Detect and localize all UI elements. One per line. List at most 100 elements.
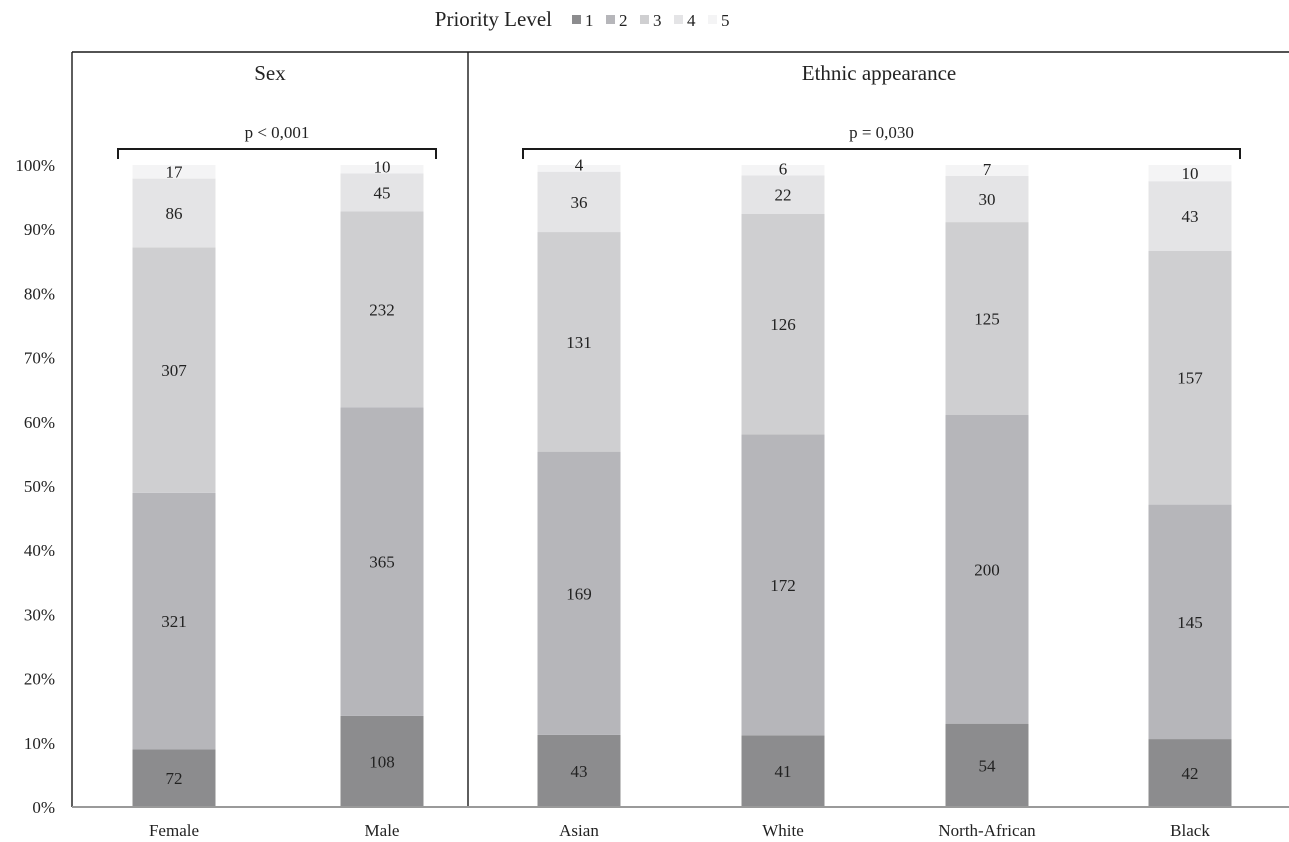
segment-value-label: 72 xyxy=(166,769,183,788)
segment-value-label: 22 xyxy=(775,186,792,205)
bar-segment xyxy=(1148,181,1232,251)
bars: 7232130786171083652324510431691313644117… xyxy=(132,156,1232,807)
y-tick-label: 40% xyxy=(24,541,55,560)
bar-segment xyxy=(945,222,1029,416)
y-tick-label: 60% xyxy=(24,413,55,432)
segment-value-label: 321 xyxy=(161,612,187,631)
bar-segment xyxy=(537,734,621,807)
bar-segment xyxy=(741,434,825,736)
bar-segment xyxy=(340,715,424,807)
bar-segment xyxy=(537,171,621,233)
y-tick-label: 0% xyxy=(32,798,55,817)
bar-segment xyxy=(132,165,216,179)
x-category-label: White xyxy=(762,821,804,840)
bar-segment xyxy=(741,213,825,435)
legend-swatch-1 xyxy=(572,15,581,24)
segment-value-label: 126 xyxy=(770,315,796,334)
group-title: Ethnic appearance xyxy=(802,61,957,85)
segment-value-label: 10 xyxy=(1182,164,1199,183)
legend-label-3: 3 xyxy=(653,11,662,30)
bar-segment xyxy=(945,415,1029,724)
segment-value-label: 365 xyxy=(369,553,395,572)
y-tick-label: 90% xyxy=(24,220,55,239)
segment-value-label: 43 xyxy=(571,762,588,781)
segment-value-label: 43 xyxy=(1182,207,1199,226)
bar-segment xyxy=(132,178,216,248)
segment-value-label: 86 xyxy=(166,204,183,223)
segment-value-label: 145 xyxy=(1177,613,1203,632)
x-category-label: North-African xyxy=(938,821,1036,840)
segment-value-label: 4 xyxy=(575,156,584,175)
bar-segment xyxy=(340,407,424,716)
bar-segment xyxy=(537,165,621,172)
segment-value-label: 172 xyxy=(770,576,796,595)
bar-segment xyxy=(1148,165,1232,182)
y-tick-label: 70% xyxy=(24,349,55,368)
bar-segment xyxy=(741,165,825,176)
legend-label-2: 2 xyxy=(619,11,628,30)
y-tick-label: 20% xyxy=(24,670,55,689)
legend-label-1: 1 xyxy=(585,11,594,30)
segment-value-label: 30 xyxy=(979,190,996,209)
p-value-label: p = 0,030 xyxy=(849,123,914,142)
segment-value-label: 54 xyxy=(979,756,997,775)
legend-swatch-5 xyxy=(708,15,717,24)
y-tick-label: 80% xyxy=(24,284,55,303)
bar-segment xyxy=(741,735,825,807)
x-category-label: Asian xyxy=(559,821,599,840)
significance-bracket xyxy=(522,148,1241,159)
bar-segment xyxy=(945,175,1029,223)
significance-bracket xyxy=(117,148,437,159)
segment-value-label: 131 xyxy=(566,333,592,352)
x-category-label: Female xyxy=(149,821,199,840)
bar-segment xyxy=(945,165,1029,176)
bar-segment xyxy=(340,165,424,174)
segment-value-label: 41 xyxy=(775,762,792,781)
y-tick-label: 100% xyxy=(15,156,55,175)
bar-segment xyxy=(132,749,216,807)
bar-segment xyxy=(132,492,216,750)
legend-swatch-4 xyxy=(674,15,683,24)
bar-segment xyxy=(340,211,424,408)
x-axis: Female Male Asian White North-African Black xyxy=(72,806,1289,840)
segment-value-label: 169 xyxy=(566,584,592,603)
x-category-label: Black xyxy=(1170,821,1210,840)
segment-value-label: 36 xyxy=(571,193,588,212)
legend-label-5: 5 xyxy=(721,11,730,30)
legend-title: Priority Level xyxy=(435,7,552,31)
bar-segment xyxy=(340,173,424,212)
bar-segment xyxy=(1148,250,1232,505)
legend-swatch-2 xyxy=(606,15,615,24)
segment-value-label: 307 xyxy=(161,361,187,380)
segment-value-label: 157 xyxy=(1177,369,1203,388)
bar-segment xyxy=(1148,739,1232,807)
bar-segment xyxy=(945,723,1029,807)
segment-value-label: 10 xyxy=(374,157,391,176)
group-frames: Sex p < 0,001 Ethnic appearance p = 0,030 xyxy=(71,51,1289,807)
segment-value-label: 45 xyxy=(374,183,391,202)
bar-segment xyxy=(537,232,621,452)
bar-segment xyxy=(132,247,216,493)
y-tick-label: 50% xyxy=(24,477,55,496)
segment-value-label: 108 xyxy=(369,752,395,771)
segment-value-label: 200 xyxy=(974,560,1000,579)
legend: Priority Level 1 2 3 4 5 xyxy=(435,7,730,31)
p-value-label: p < 0,001 xyxy=(245,123,310,142)
bar-segment xyxy=(741,175,825,214)
bar-segment xyxy=(1148,504,1232,740)
y-axis: 0% 10% 20% 30% 40% 50% 60% 70% 80% 90% 100% xyxy=(15,156,55,817)
segment-value-label: 42 xyxy=(1182,764,1199,783)
y-tick-label: 30% xyxy=(24,605,55,624)
segment-value-label: 125 xyxy=(974,310,1000,329)
segment-value-label: 232 xyxy=(369,300,395,319)
group-title: Sex xyxy=(254,61,286,85)
x-category-label: Male xyxy=(365,821,400,840)
segment-value-label: 7 xyxy=(983,160,992,179)
segment-value-label: 17 xyxy=(166,163,184,182)
legend-label-4: 4 xyxy=(687,11,696,30)
y-tick-label: 10% xyxy=(24,734,55,753)
legend-swatch-3 xyxy=(640,15,649,24)
segment-value-label: 6 xyxy=(779,159,788,178)
bar-segment xyxy=(537,451,621,735)
